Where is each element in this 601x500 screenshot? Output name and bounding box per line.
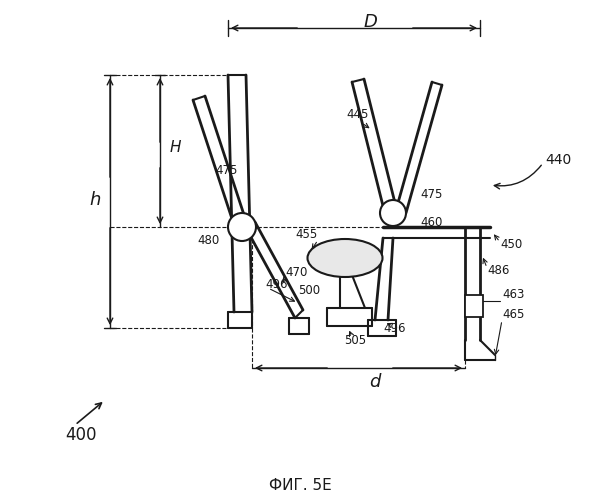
Text: 475: 475 bbox=[420, 188, 442, 202]
Circle shape bbox=[380, 200, 406, 226]
Text: 445: 445 bbox=[347, 108, 369, 122]
Text: 460: 460 bbox=[420, 216, 442, 228]
Text: 500: 500 bbox=[298, 284, 320, 296]
Circle shape bbox=[228, 213, 256, 241]
FancyBboxPatch shape bbox=[465, 295, 483, 317]
Text: ФИГ. 5Е: ФИГ. 5Е bbox=[269, 478, 331, 492]
Text: 463: 463 bbox=[502, 288, 525, 302]
Text: 505: 505 bbox=[344, 334, 366, 346]
Text: 440: 440 bbox=[545, 153, 571, 167]
Text: D: D bbox=[363, 13, 377, 31]
Text: 480: 480 bbox=[198, 234, 220, 246]
Text: 486: 486 bbox=[487, 264, 510, 276]
Text: 475: 475 bbox=[215, 164, 237, 176]
Text: 450: 450 bbox=[500, 238, 522, 252]
Text: d: d bbox=[369, 373, 380, 391]
Text: 496: 496 bbox=[384, 322, 406, 334]
Ellipse shape bbox=[308, 239, 382, 277]
Text: 470: 470 bbox=[285, 266, 307, 278]
Text: 455: 455 bbox=[296, 228, 318, 241]
Text: 400: 400 bbox=[65, 426, 97, 444]
Text: 496: 496 bbox=[265, 278, 287, 291]
Text: 465: 465 bbox=[502, 308, 525, 322]
Text: h: h bbox=[90, 191, 101, 209]
Text: H: H bbox=[169, 140, 181, 156]
